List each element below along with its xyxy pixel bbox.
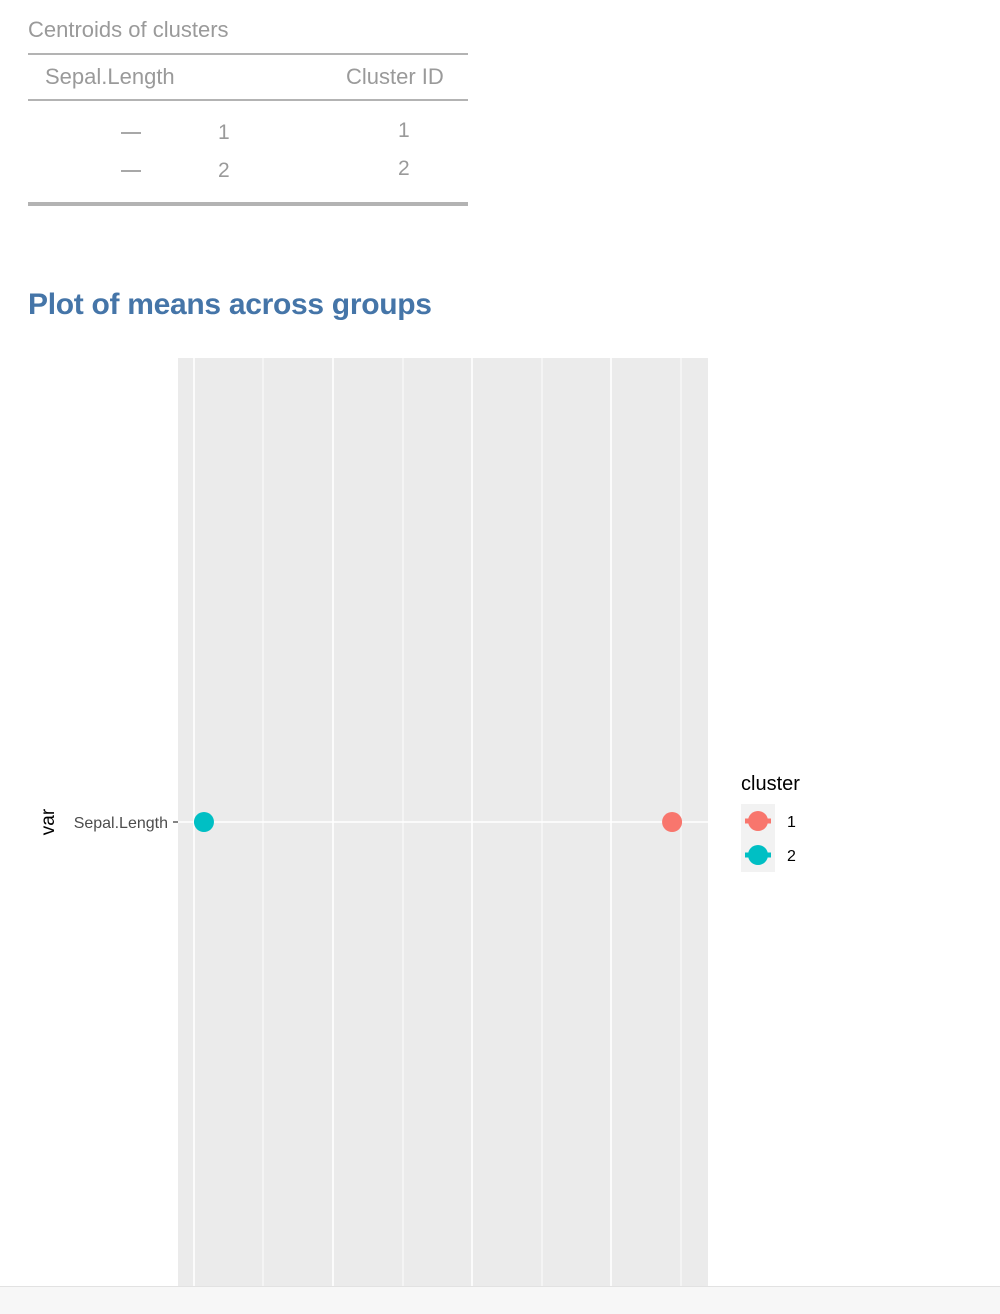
sparkline-row-2 (121, 170, 141, 172)
y-axis-label: var (38, 808, 59, 835)
legend-label-2: 2 (787, 848, 796, 865)
bottom-bar (0, 1286, 1000, 1314)
legend-key-point (748, 845, 768, 865)
cell-sepal-length-value: 1 (218, 121, 230, 144)
cell-cluster-id: 1 (398, 119, 410, 142)
data-point-cluster-1 (662, 812, 683, 832)
table-header-rule (28, 99, 468, 101)
section-heading: Plot of means across groups (28, 288, 432, 321)
legend-key-point (748, 811, 768, 831)
column-header-cluster-id: Cluster ID (346, 64, 444, 89)
table-caption: Centroids of clusters (28, 17, 229, 42)
legend-title: cluster (741, 773, 800, 795)
sparkline-row-1 (121, 132, 141, 134)
cell-cluster-id: 2 (398, 157, 410, 180)
legend-label-1: 1 (787, 814, 796, 831)
column-header-sepal-length: Sepal.Length (45, 64, 175, 89)
table-bottom-rule (28, 202, 468, 206)
table-top-rule (28, 53, 468, 55)
cell-sepal-length-value: 2 (218, 159, 230, 182)
y-tick-label: Sepal.Length (74, 815, 168, 832)
data-point-cluster-2 (193, 812, 214, 832)
